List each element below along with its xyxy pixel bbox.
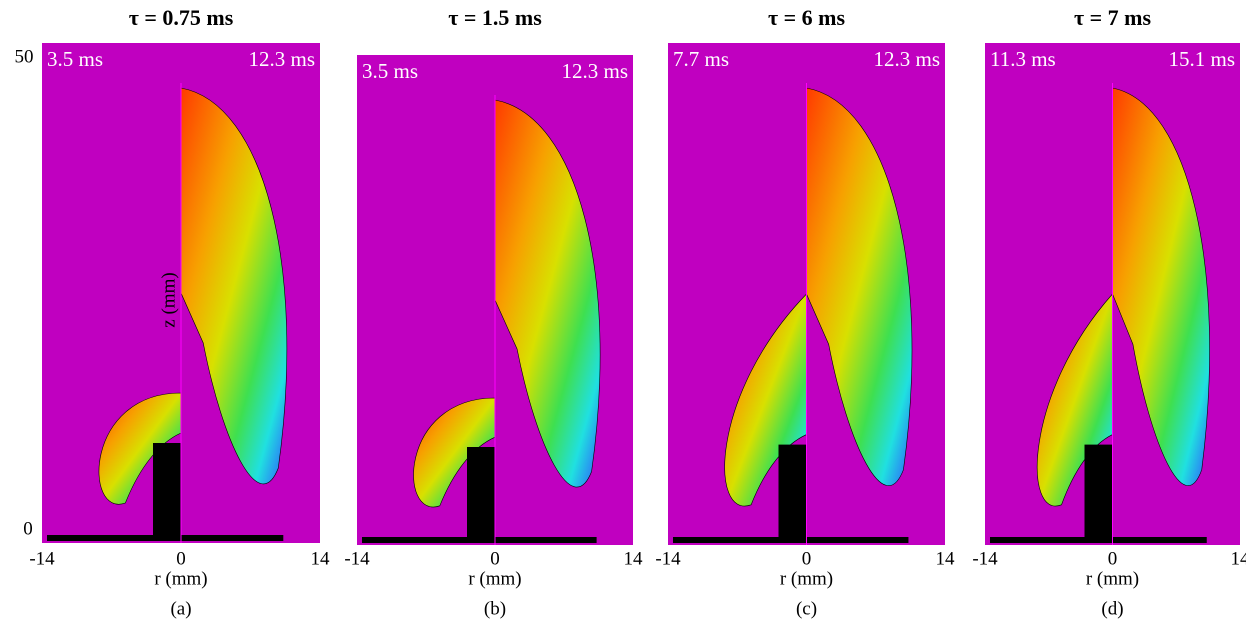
- z-tick-top: 50: [15, 46, 34, 67]
- panel-label: (c): [796, 598, 817, 619]
- right-time: 15.1 ms: [1168, 47, 1235, 71]
- r-tick-label: -14: [655, 548, 681, 569]
- base: [673, 537, 908, 543]
- pipe: [153, 443, 181, 539]
- right-time: 12.3 ms: [561, 59, 628, 83]
- r-tick-label: 0: [176, 548, 186, 569]
- r-tick-label: -14: [29, 548, 55, 569]
- r-tick-label: -14: [972, 548, 998, 569]
- figure: τ = 0.75 ms 3.5 ms 12.3 ms -14 0 14 r (mm) (a) τ…: [0, 0, 1246, 629]
- pipe: [467, 447, 495, 541]
- panel-label: (a): [170, 598, 191, 619]
- panel-title: τ = 6 ms: [768, 5, 846, 30]
- right-time: 12.3 ms: [248, 47, 315, 71]
- r-axis-label: r (mm): [1086, 568, 1139, 589]
- base: [47, 535, 283, 541]
- pipe: [1085, 445, 1113, 541]
- base: [362, 537, 597, 543]
- panel-title: τ = 0.75 ms: [129, 5, 234, 30]
- r-tick-label: 14: [936, 548, 956, 569]
- r-tick-label: 0: [1108, 548, 1118, 569]
- r-axis-label: r (mm): [780, 568, 833, 589]
- r-tick-label: 14: [311, 548, 331, 569]
- left-time: 3.5 ms: [362, 59, 418, 83]
- r-axis-label: r (mm): [468, 568, 521, 589]
- left-time: 3.5 ms: [47, 47, 103, 71]
- r-tick-label: 14: [624, 548, 644, 569]
- r-tick-label: 0: [802, 548, 812, 569]
- r-tick-label: -14: [344, 548, 370, 569]
- r-axis-label: r (mm): [154, 568, 207, 589]
- r-tick-label: 0: [490, 548, 500, 569]
- z-tick-bottom: 0: [23, 518, 33, 539]
- panel-label: (d): [1101, 598, 1123, 619]
- panel-title: τ = 7 ms: [1074, 5, 1152, 30]
- left-time: 11.3 ms: [990, 47, 1056, 71]
- base: [990, 537, 1207, 543]
- panel-title: τ = 1.5 ms: [448, 5, 542, 30]
- left-time: 7.7 ms: [673, 47, 729, 71]
- right-time: 12.3 ms: [873, 47, 940, 71]
- r-tick-label: 14: [1231, 548, 1246, 569]
- z-axis-label: z (mm): [158, 272, 179, 327]
- panel-label: (b): [484, 598, 506, 619]
- pipe: [779, 445, 807, 541]
